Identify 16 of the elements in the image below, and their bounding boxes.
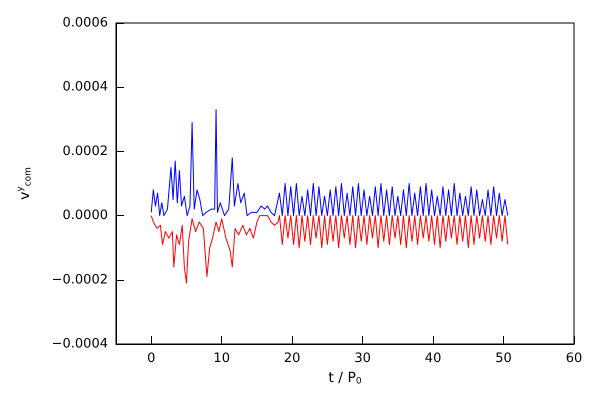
x-tick-label: 60 — [566, 351, 582, 366]
x-tick-label: 50 — [495, 351, 512, 366]
y-tick-label: −0.0004 — [52, 336, 108, 352]
x-tick-label: 20 — [284, 351, 300, 366]
x-tick-label: 40 — [424, 351, 442, 366]
y-tick-label: 0.0000 — [62, 208, 108, 224]
line-series — [150, 109, 508, 216]
x-tick-label: 0 — [147, 351, 156, 366]
x-tick-label: 10 — [213, 351, 230, 366]
y-tick-label: 0.0004 — [62, 80, 108, 95]
x-tick-label: 30 — [354, 351, 371, 366]
y-tick-label: −0.0002 — [52, 272, 108, 288]
y-tick-label: 0.0002 — [62, 144, 108, 159]
y-tick-label: 0.0006 — [62, 16, 108, 30]
y-axis-title: vycom — [16, 167, 34, 200]
line-series — [150, 215, 508, 284]
